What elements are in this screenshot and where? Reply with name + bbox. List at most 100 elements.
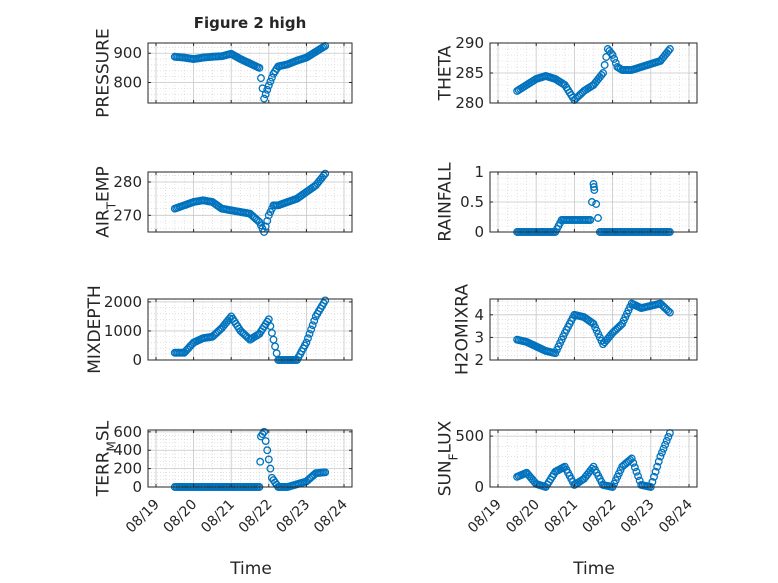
y-tick-label: 270 bbox=[113, 206, 142, 224]
y-tick-label: 290 bbox=[455, 34, 484, 52]
y-tick-label: 2000 bbox=[104, 293, 142, 311]
data-point bbox=[269, 335, 278, 344]
y-tick-label: 4 bbox=[474, 306, 484, 324]
data-point bbox=[266, 464, 275, 473]
x-tick-label: 08/20 bbox=[161, 497, 201, 537]
data-point bbox=[594, 214, 602, 222]
data-point bbox=[648, 477, 657, 486]
data-point bbox=[664, 47, 673, 55]
x-tick-label: 08/22 bbox=[580, 497, 620, 537]
y-tick-label: 1000 bbox=[104, 322, 142, 340]
x-axis-label-left: Time bbox=[229, 559, 272, 579]
data-point bbox=[630, 463, 639, 472]
x-tick-label: 08/23 bbox=[273, 497, 313, 537]
data-point bbox=[305, 329, 314, 338]
data-point bbox=[260, 94, 269, 103]
data-point bbox=[586, 216, 595, 224]
data-point bbox=[657, 448, 666, 457]
y-tick-label: 400 bbox=[113, 441, 142, 459]
data-point bbox=[651, 467, 660, 476]
data-point bbox=[610, 55, 619, 63]
data-point bbox=[597, 71, 606, 79]
data-point bbox=[661, 440, 670, 449]
y-axis-label: H2OMIXRA bbox=[453, 284, 473, 375]
data-point bbox=[304, 334, 312, 343]
data-point bbox=[627, 454, 636, 463]
data-point bbox=[587, 198, 596, 206]
data-point bbox=[263, 216, 272, 225]
axes-box bbox=[147, 429, 353, 488]
data-point bbox=[308, 321, 317, 330]
data-point bbox=[607, 49, 615, 57]
data-point bbox=[665, 308, 674, 317]
x-tick-label: 08/24 bbox=[311, 496, 351, 536]
x-tick-label: 08/19 bbox=[123, 497, 163, 537]
data-point bbox=[590, 186, 599, 194]
axes-box bbox=[147, 42, 353, 104]
x-tick-label: 08/19 bbox=[465, 497, 505, 537]
data-point bbox=[261, 222, 270, 231]
data-point bbox=[634, 472, 643, 481]
axes-box bbox=[147, 298, 353, 361]
y-tick-label: 1 bbox=[474, 163, 484, 181]
data-point bbox=[653, 462, 662, 471]
data-point bbox=[321, 468, 330, 477]
data-point bbox=[664, 307, 673, 315]
data-point bbox=[592, 200, 601, 208]
data-point bbox=[589, 183, 598, 191]
data-point bbox=[307, 325, 316, 334]
data-point bbox=[321, 296, 330, 305]
y-tick-label: 2 bbox=[474, 351, 484, 369]
x-tick-label: 08/23 bbox=[618, 497, 658, 537]
data-point bbox=[302, 338, 311, 347]
y-tick-label: 800 bbox=[113, 74, 142, 92]
y-tick-label: 200 bbox=[113, 460, 142, 478]
y-tick-label: 0 bbox=[474, 478, 484, 496]
data-point bbox=[608, 51, 617, 59]
data-point bbox=[266, 77, 275, 86]
y-tick-label: 285 bbox=[455, 64, 484, 82]
data-point bbox=[664, 433, 673, 441]
data-point bbox=[264, 81, 273, 90]
data-point bbox=[271, 342, 280, 351]
y-axis-label: PRESSURE bbox=[94, 28, 114, 117]
data-point bbox=[257, 74, 265, 83]
data-point bbox=[662, 436, 671, 445]
data-point bbox=[272, 349, 281, 358]
y-axis-label: RAINFALL bbox=[436, 162, 456, 242]
y-tick-label: 0 bbox=[132, 478, 142, 496]
data-point bbox=[665, 45, 674, 53]
data-point bbox=[600, 61, 609, 69]
y-tick-label: 280 bbox=[455, 94, 484, 112]
data-point bbox=[261, 90, 270, 99]
data-point bbox=[599, 69, 607, 77]
data-point bbox=[263, 85, 272, 94]
data-point bbox=[659, 444, 668, 453]
x-tick-label: 08/21 bbox=[541, 497, 581, 537]
y-tick-label: 0 bbox=[474, 223, 484, 241]
y-tick-label: 500 bbox=[455, 427, 484, 445]
data-point bbox=[310, 316, 319, 325]
data-point bbox=[321, 169, 330, 178]
y-tick-label: 600 bbox=[113, 423, 142, 441]
y-tick-label: 3 bbox=[474, 328, 484, 346]
x-tick-label: 08/21 bbox=[198, 497, 238, 537]
data-point bbox=[654, 457, 663, 466]
data-point bbox=[258, 84, 267, 93]
y-axis-label: THETA bbox=[436, 45, 456, 101]
data-point bbox=[255, 63, 264, 72]
data-point bbox=[267, 73, 276, 82]
axes-box bbox=[489, 298, 698, 361]
subplot-sun-flux: 050008/1908/2008/2108/2208/2308/24SUNFLU… bbox=[436, 420, 698, 536]
y-tick-label: 0 bbox=[132, 351, 142, 369]
data-point bbox=[650, 472, 658, 481]
data-point bbox=[264, 455, 273, 464]
subplot-rainfall: 0 0.5 1 RAINFALL bbox=[436, 162, 698, 242]
